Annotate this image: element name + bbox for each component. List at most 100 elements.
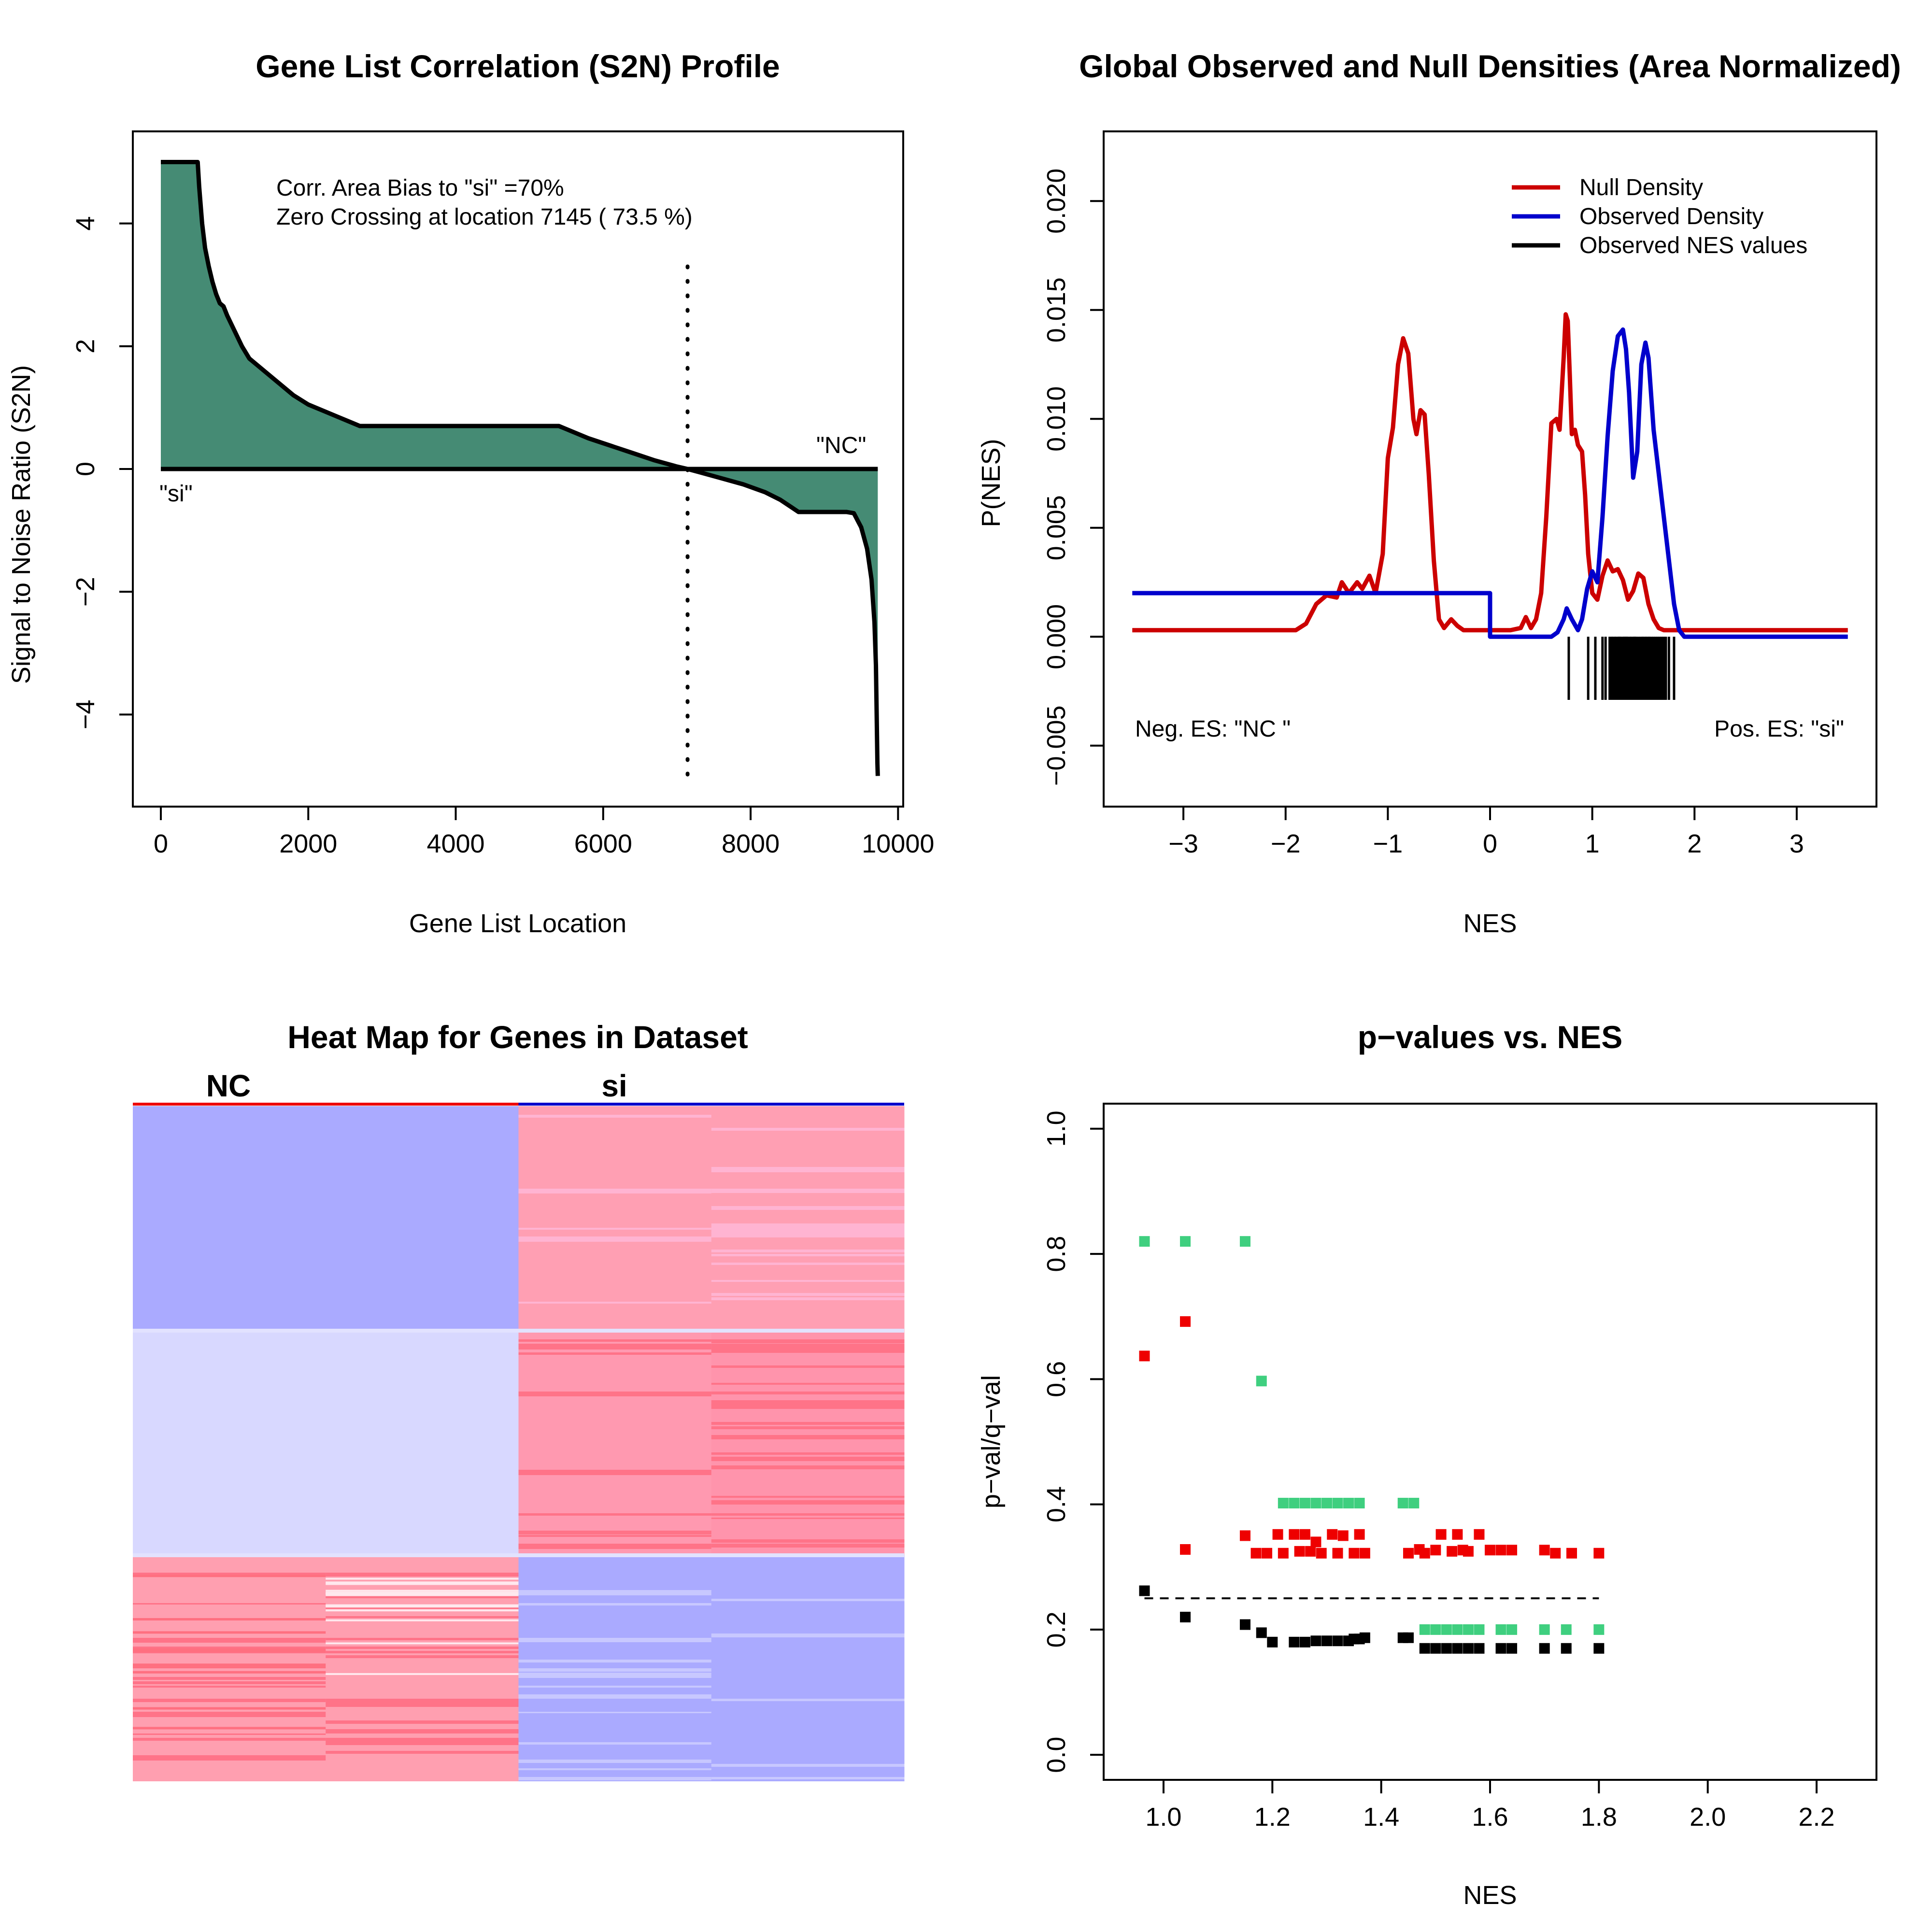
pvalue-y-tick-label: 1.0 <box>1042 1110 1071 1147</box>
heatmap-stripe <box>711 1254 905 1256</box>
heatmap-stripe <box>711 1599 905 1601</box>
red-point <box>1294 1546 1305 1557</box>
green-point <box>1289 1498 1300 1509</box>
heatmap-stripe <box>711 1344 905 1348</box>
black-point <box>1430 1643 1441 1654</box>
heatmap-stripe <box>711 1500 905 1505</box>
heatmap-stripe <box>711 1365 905 1368</box>
red-point <box>1495 1545 1506 1556</box>
heatmap-stripe <box>133 1666 326 1669</box>
density-y-tick-label: −0.005 <box>1042 705 1071 786</box>
black-point <box>1267 1636 1278 1648</box>
density-y-axis-label: P(NES) <box>977 439 1006 527</box>
heatmap-stripe <box>133 1648 326 1651</box>
red-point <box>1550 1548 1561 1559</box>
green-point <box>1310 1498 1321 1509</box>
red-point <box>1332 1548 1343 1559</box>
red-point <box>1539 1545 1550 1556</box>
heatmap-stripe <box>518 1660 712 1662</box>
heatmap-block <box>518 1331 712 1555</box>
heatmap-block <box>711 1106 905 1331</box>
heatmap-stripe <box>326 1651 519 1653</box>
heatmap-stripe <box>518 1344 712 1349</box>
density-x-tick-label: 2 <box>1687 829 1702 858</box>
red-point <box>1593 1548 1605 1559</box>
legend-null-label: Null Density <box>1579 175 1703 200</box>
heatmap-stripe <box>518 1531 712 1534</box>
heatmap-stripe <box>518 1742 712 1745</box>
pvalue-x-tick-label: 2.2 <box>1799 1803 1835 1832</box>
heatmap-stripe <box>326 1605 519 1608</box>
heatmap-stripe <box>133 1681 326 1684</box>
heatmap-stripe <box>711 1513 905 1516</box>
green-point <box>1256 1376 1267 1387</box>
heatmap-stripe <box>326 1604 519 1606</box>
s2n-x-tick-label: 6000 <box>574 829 632 858</box>
pvalue-y-tick-label: 0.6 <box>1042 1361 1071 1397</box>
s2n-profile-panel: Gene List Correlation (S2N) Profile Gene… <box>7 48 934 938</box>
heatmap-stripe <box>711 1250 905 1252</box>
pvalue-y-tick-label: 0.0 <box>1042 1737 1071 1773</box>
heatmap-stripe <box>133 1638 326 1643</box>
heatmap-stripe <box>133 1686 326 1688</box>
heatmap-stripe <box>133 1663 326 1666</box>
heatmap-col-nc: NC <box>206 1068 251 1103</box>
heatmap-stripe <box>711 1777 905 1779</box>
density-x-tick-label: 0 <box>1483 829 1497 858</box>
heatmap-block <box>326 1555 519 1781</box>
heatmap-block <box>326 1106 519 1331</box>
heatmap-stripe <box>711 1699 905 1701</box>
pvalue-title: p−values vs. NES <box>1358 1019 1622 1055</box>
s2n-si-label: "si" <box>159 481 193 507</box>
heatmap-title: Heat Map for Genes in Dataset <box>287 1019 748 1055</box>
heatmap-stripe <box>711 1293 905 1296</box>
s2n-x-tick-label: 10000 <box>862 829 934 858</box>
green-point <box>1397 1498 1408 1509</box>
green-point <box>1561 1624 1572 1635</box>
black-point <box>1419 1643 1430 1654</box>
heatmap-stripe <box>711 1422 905 1425</box>
heatmap-stripe <box>326 1647 519 1649</box>
pvalue-y-axis-label: p−val/q−val <box>977 1375 1006 1508</box>
density-y-tick-label: 0.015 <box>1042 277 1071 342</box>
green-point <box>1474 1624 1485 1635</box>
heatmap-stripe <box>711 1634 905 1637</box>
heatmap-stripe <box>133 1671 326 1674</box>
heatmap-stripe <box>711 1189 905 1193</box>
red-point <box>1435 1529 1447 1540</box>
pvalue-panel: p−values vs. NES NES p−val/q−val 1.0 1.2 1… <box>977 1019 1877 1910</box>
red-point <box>1327 1529 1338 1540</box>
black-point <box>1506 1643 1518 1654</box>
density-x-tick-label: −3 <box>1168 829 1198 858</box>
heatmap-stripe <box>518 1236 712 1242</box>
heatmap-stripe <box>326 1594 519 1598</box>
heatmap-stripe <box>711 1228 905 1233</box>
heatmap-block <box>711 1555 905 1781</box>
red-point <box>1139 1350 1150 1362</box>
heatmap-stripe <box>518 1603 712 1605</box>
heatmap-block <box>711 1331 905 1555</box>
red-point <box>1310 1536 1321 1548</box>
pvalue-x-axis-label: NES <box>1463 1881 1517 1910</box>
heatmap-stripe <box>133 1707 326 1710</box>
heatmap-stripe <box>326 1591 519 1594</box>
legend-nes-label: Observed NES values <box>1579 233 1807 258</box>
red-point <box>1359 1548 1370 1559</box>
pos-es-annotation: Pos. ES: "si" <box>1714 716 1844 742</box>
green-point <box>1506 1624 1518 1635</box>
density-y-tick-label: 0.005 <box>1042 495 1071 560</box>
red-point <box>1354 1529 1365 1540</box>
red-point <box>1506 1545 1518 1556</box>
black-point <box>1321 1635 1332 1647</box>
black-point <box>1539 1643 1550 1654</box>
heatmap-stripe <box>326 1638 519 1640</box>
red-point <box>1239 1530 1250 1541</box>
heatmap-stripe <box>711 1465 905 1469</box>
green-point <box>1343 1498 1354 1509</box>
neg-es-annotation: Neg. ES: "NC " <box>1135 716 1291 742</box>
heatmap-separator <box>133 1329 904 1333</box>
density-x-tick-label: −2 <box>1271 829 1301 858</box>
heatmap-stripe <box>326 1742 519 1745</box>
black-point <box>1593 1643 1605 1654</box>
heatmap-stripe <box>518 1352 712 1355</box>
